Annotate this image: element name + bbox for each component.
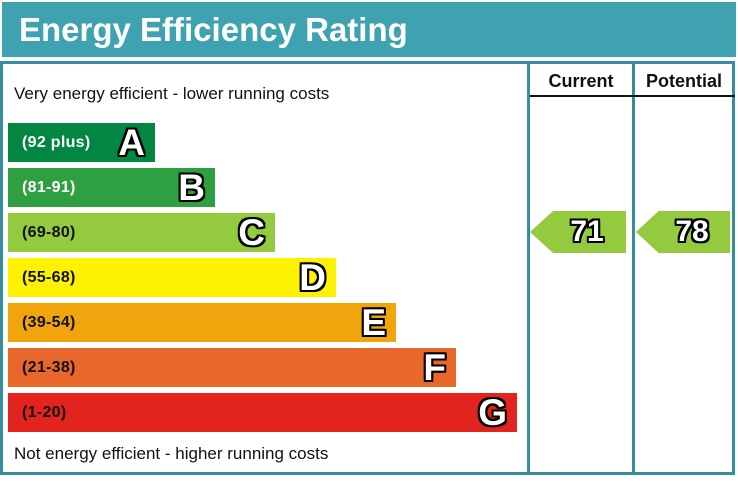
band-c-letter: C [238, 212, 265, 253]
page-title: Energy Efficiency Rating [2, 2, 736, 57]
current-column-divider [527, 61, 530, 475]
band-e-letter: E [361, 302, 386, 343]
band-b-range: (81-91) [22, 178, 76, 196]
potential-rating-arrow: 78 [636, 211, 730, 253]
potential-rating-value: 78 [675, 215, 709, 248]
current-rating-value: 71 [570, 215, 604, 248]
band-row-c: (69-80) C [8, 213, 275, 252]
band-row-d: (55-68) D [8, 258, 336, 297]
band-g-range: (1-20) [22, 403, 67, 421]
band-row-f: (21-38) F [8, 348, 456, 387]
current-rating-arrow: 71 [530, 211, 626, 253]
rating-bands: (92 plus) A (81-91) B (69-80) C (55-68) … [8, 123, 517, 438]
band-row-e: (39-54) E [8, 303, 396, 342]
band-row-b: (81-91) B [8, 168, 215, 207]
top-note: Very energy efficient - lower running co… [14, 84, 330, 103]
band-b-letter: B [178, 167, 205, 208]
potential-column-header: Potential [645, 71, 722, 91]
band-row-a: (92 plus) A [8, 123, 155, 162]
bottom-note: Not energy efficient - higher running co… [14, 444, 329, 463]
header-underline [530, 95, 735, 97]
potential-column-divider [632, 61, 635, 475]
band-row-g: (1-20) G [8, 393, 517, 432]
band-f-range: (21-38) [22, 358, 76, 376]
band-d-range: (55-68) [22, 268, 76, 286]
band-d-letter: D [299, 257, 326, 298]
band-c-range: (69-80) [22, 223, 76, 241]
band-a-range: (92 plus) [22, 133, 91, 151]
current-column-header: Current [548, 71, 614, 91]
band-e-range: (39-54) [22, 313, 76, 331]
band-f-letter: F [423, 347, 446, 388]
band-a-letter: A [118, 122, 145, 163]
band-g-letter: G [478, 392, 507, 433]
